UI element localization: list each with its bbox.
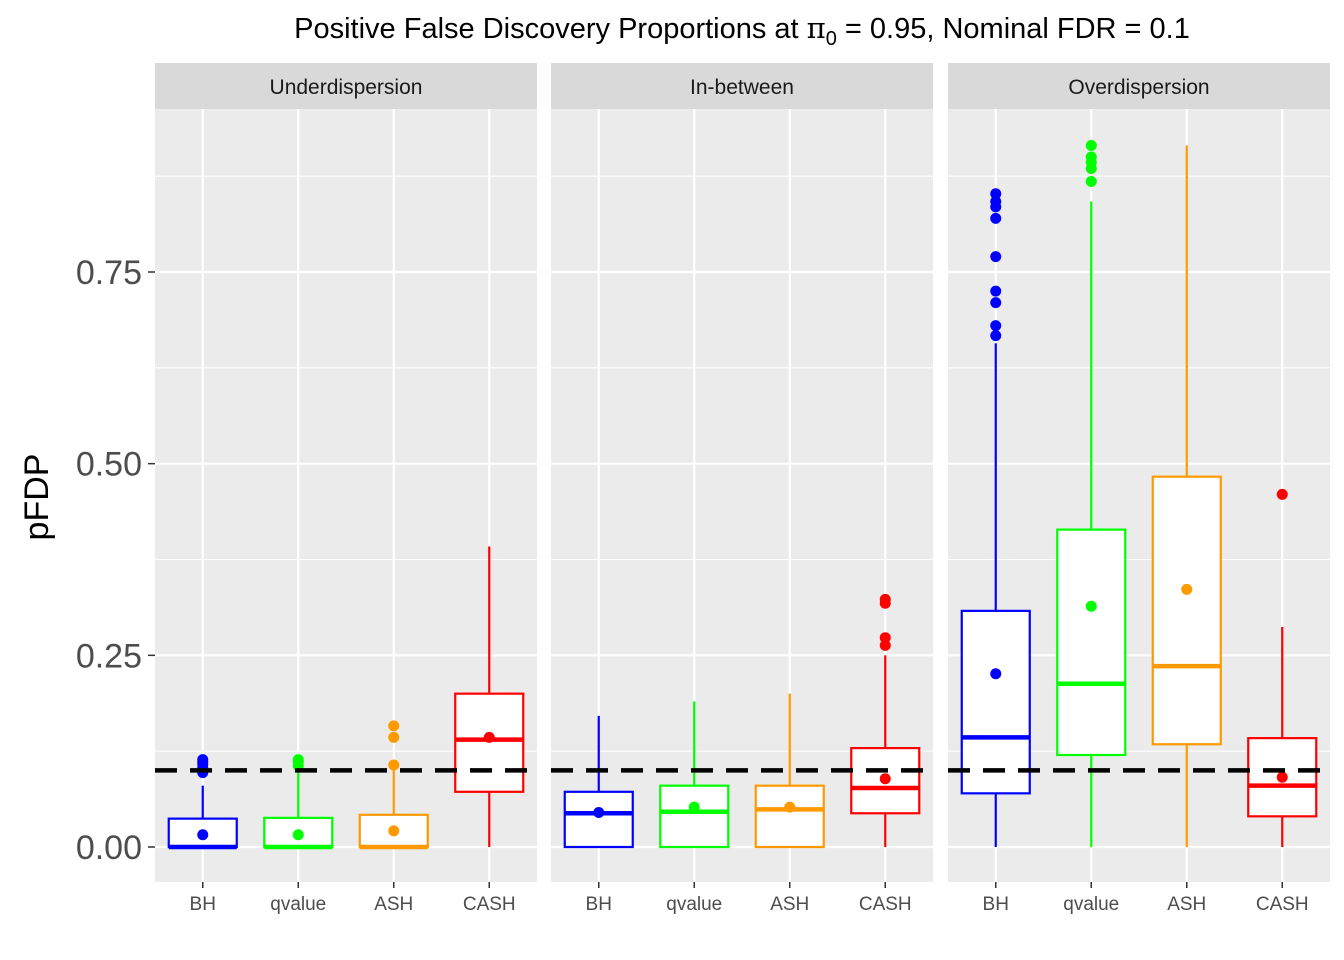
chart-title: Positive False Discovery Proportions at … — [294, 11, 1190, 50]
y-tick-label: 0.25 — [76, 637, 142, 675]
outlier-point — [990, 297, 1002, 309]
x-tick-label: qvalue — [270, 894, 326, 915]
mean-point — [990, 668, 1002, 680]
outlier-point — [879, 639, 891, 651]
x-tick-label: CASH — [463, 894, 516, 915]
outlier-point — [1085, 151, 1097, 163]
box-qvalue — [263, 754, 334, 850]
mean-point — [688, 801, 700, 813]
x-tick-label: BH — [983, 894, 1009, 915]
mean-point — [593, 807, 605, 818]
outlier-point — [990, 212, 1002, 224]
outlier-point — [990, 188, 1002, 200]
box-cash — [454, 546, 525, 847]
box-iqr — [1056, 528, 1127, 757]
x-tick-label: BH — [190, 894, 216, 915]
mean-point — [1181, 583, 1193, 595]
outlier-point — [388, 759, 400, 771]
box-iqr — [563, 790, 634, 849]
outlier-point — [879, 632, 891, 644]
x-tick-label: CASH — [859, 894, 912, 915]
facet-strip — [948, 63, 1330, 109]
outlier-point — [1085, 140, 1097, 151]
y-axis-label: pFDP — [18, 454, 56, 541]
facet-strip — [155, 63, 537, 109]
outlier-point — [1276, 488, 1288, 500]
outlier-point — [990, 195, 1002, 207]
facet-strip-label: Overdispersion — [1068, 76, 1209, 99]
facet-panel-underdispersion: Underdispersion BH qvalue ASH CASH — [155, 63, 537, 915]
outlier-point — [990, 251, 1002, 263]
box-bh — [563, 715, 634, 849]
box-iqr — [1151, 475, 1222, 746]
box-iqr — [960, 609, 1031, 795]
x-tick-label: qvalue — [1063, 894, 1119, 915]
box-iqr — [659, 784, 730, 849]
box-bh — [960, 188, 1031, 847]
facet-strip — [551, 63, 933, 109]
mean-point — [197, 829, 209, 841]
box-ash — [754, 693, 825, 849]
outlier-point — [990, 330, 1002, 342]
x-tick-label: ASH — [770, 894, 809, 915]
y-tick-label: 0.75 — [76, 254, 142, 292]
outlier-point — [990, 285, 1002, 297]
outlier-point — [292, 754, 304, 766]
facet-panel-overdispersion: Overdispersion BH qvalue ASH CASH — [948, 63, 1330, 915]
outlier-point — [388, 731, 400, 743]
outlier-point — [388, 720, 400, 732]
box-qvalue — [1056, 140, 1127, 847]
outlier-point — [879, 593, 891, 605]
x-tick-label: ASH — [1167, 894, 1206, 915]
outlier-point — [1085, 176, 1097, 188]
facet-strip-label: In-between — [690, 76, 794, 99]
mean-point — [1276, 771, 1288, 783]
mean-point — [1085, 600, 1097, 612]
x-tick-label: BH — [586, 894, 612, 915]
x-tick-label: CASH — [1256, 894, 1309, 915]
box-iqr — [754, 784, 825, 849]
y-tick-label: 0.00 — [76, 829, 142, 867]
box-ash — [1151, 145, 1222, 847]
x-tick-label: ASH — [374, 894, 413, 915]
facet-strip-label: Underdispersion — [270, 76, 423, 99]
mean-point — [483, 731, 495, 743]
outlier-point — [990, 320, 1002, 332]
box-bh — [167, 754, 238, 850]
y-tick-label: 0.50 — [76, 446, 142, 484]
outlier-point — [197, 754, 209, 766]
box-cash — [850, 593, 921, 847]
facet-panel-in-between: In-between BH qvalue ASH CASH — [551, 63, 933, 915]
box-ash — [358, 720, 429, 850]
mean-point — [879, 773, 891, 785]
mean-point — [784, 801, 796, 813]
y-axis: 0.00 0.25 0.50 0.75 — [76, 254, 155, 867]
x-tick-label: qvalue — [666, 894, 722, 915]
box-cash — [1247, 488, 1318, 847]
box-qvalue — [659, 701, 730, 849]
mean-point — [388, 825, 400, 837]
mean-point — [292, 829, 304, 841]
